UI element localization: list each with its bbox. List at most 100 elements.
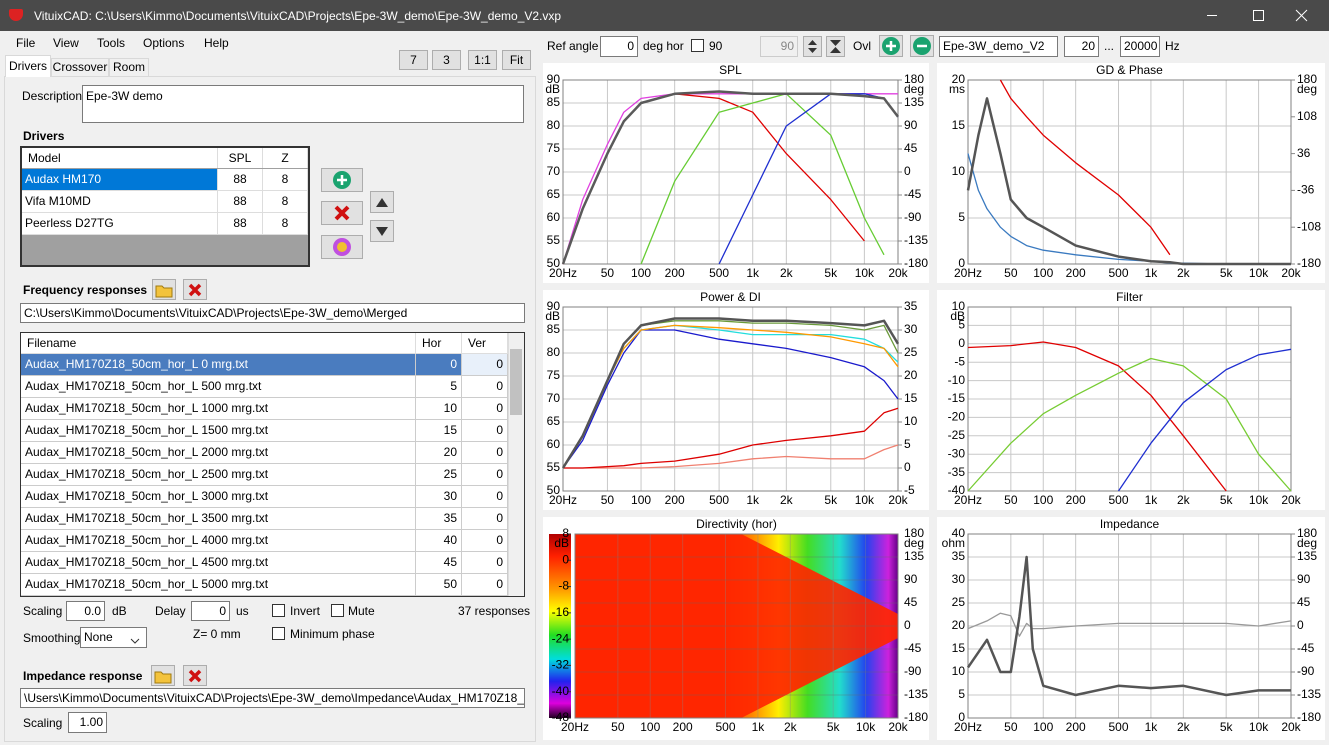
y-tick-label: -40 — [552, 684, 570, 698]
tab[interactable]: Drivers — [5, 55, 51, 77]
maximize-icon[interactable] — [1253, 10, 1264, 21]
menu-item[interactable]: Tools — [97, 36, 126, 50]
overlay-add-button[interactable] — [879, 35, 903, 57]
x-tick-label: 10k — [855, 266, 875, 280]
table-cell[interactable]: 0 — [462, 574, 508, 596]
delete-impedance-button[interactable] — [183, 665, 207, 686]
move-down-button[interactable] — [370, 220, 394, 242]
table-cell[interactable]: 45 — [416, 552, 462, 574]
open-impedance-button[interactable] — [151, 665, 175, 686]
project-input[interactable]: Epe-3W_demo_V2 — [939, 36, 1058, 57]
menu-item[interactable]: Options — [143, 36, 185, 50]
table-cell[interactable]: 15 — [416, 420, 462, 442]
y2-tick-label: -135 — [1297, 687, 1321, 701]
minimum-phase-checkbox[interactable] — [272, 627, 285, 640]
view-button[interactable]: Fit — [502, 50, 531, 70]
table-cell[interactable]: Audax_HM170Z18_50cm_hor_L 500 mrg.txt — [21, 376, 416, 398]
f-min-input[interactable]: 20 — [1064, 36, 1099, 57]
table-header: Ver — [462, 333, 508, 354]
table-cell[interactable]: Audax_HM170Z18_50cm_hor_L 1000 mrg.txt — [21, 398, 416, 420]
table-cell[interactable]: 8 — [263, 169, 308, 191]
y-unit-label: dB — [950, 309, 965, 323]
table-cell[interactable]: 88 — [218, 191, 263, 213]
menu-item[interactable]: View — [53, 36, 79, 50]
spl-max-checkbox[interactable] — [691, 39, 704, 52]
response-path[interactable]: C:\Users\Kimmo\Documents\VituixCAD\Proje… — [20, 303, 525, 323]
table-cell[interactable]: 8 — [263, 213, 308, 235]
table-cell[interactable]: Vifa M10MD — [22, 191, 218, 213]
glyph — [154, 671, 172, 684]
chart-title: Impedance — [1100, 517, 1160, 531]
table-cell[interactable]: Audax_HM170Z18_50cm_hor_L 4500 mrg.txt — [21, 552, 416, 574]
table-cell[interactable]: 40 — [416, 530, 462, 552]
chart-title: Power & DI — [700, 290, 761, 304]
add-driver-button[interactable] — [321, 168, 363, 192]
app-icon — [9, 9, 23, 21]
table-cell[interactable]: 0 — [462, 376, 508, 398]
tab[interactable]: Room — [109, 58, 149, 76]
table-cell[interactable]: 20 — [416, 442, 462, 464]
table-cell[interactable]: 0 — [416, 354, 462, 376]
move-up-button[interactable] — [370, 191, 394, 213]
table-cell[interactable]: 0 — [462, 354, 508, 376]
close-icon[interactable] — [1295, 9, 1308, 22]
ref-angle-label: Ref angle — [547, 39, 599, 53]
overlay-remove-button[interactable] — [910, 35, 934, 57]
impedance-path[interactable]: \Users\Kimmo\Documents\VituixCAD\Project… — [20, 688, 525, 708]
view-button[interactable]: 3 — [432, 50, 461, 70]
view-button[interactable]: 7 — [399, 50, 428, 70]
table-cell[interactable]: Audax_HM170Z18_50cm_hor_L 0 mrg.txt — [21, 354, 416, 376]
table-cell[interactable]: Audax_HM170Z18_50cm_hor_L 3000 mrg.txt — [21, 486, 416, 508]
table-cell[interactable]: 0 — [462, 464, 508, 486]
table-cell[interactable]: 30 — [416, 486, 462, 508]
x-tick-label: 1k — [1145, 493, 1159, 507]
table-cell[interactable]: Audax HM170 — [22, 169, 218, 191]
f-max-input[interactable]: 20000 — [1120, 36, 1160, 57]
table-cell[interactable]: 0 — [462, 442, 508, 464]
spin-button[interactable] — [803, 36, 822, 57]
table-cell[interactable]: 0 — [462, 486, 508, 508]
table-cell[interactable]: 0 — [462, 530, 508, 552]
menu-item[interactable]: Help — [204, 36, 229, 50]
table-cell[interactable]: Audax_HM170Z18_50cm_hor_L 3500 mrg.txt — [21, 508, 416, 530]
color-button[interactable] — [321, 235, 363, 259]
table-cell[interactable]: 0 — [462, 552, 508, 574]
impedance-scaling-input[interactable]: 1.00 — [68, 712, 107, 733]
smoothing-select[interactable]: None — [80, 627, 147, 648]
table-cell[interactable]: Audax_HM170Z18_50cm_hor_L 5000 mrg.txt — [21, 574, 416, 596]
invert-checkbox[interactable] — [272, 604, 285, 617]
delay-input[interactable]: 0 — [191, 601, 230, 621]
table-cell[interactable]: 0 — [462, 508, 508, 530]
table-cell[interactable]: Audax_HM170Z18_50cm_hor_L 1500 mrg.txt — [21, 420, 416, 442]
menu-item[interactable]: File — [16, 36, 36, 50]
tab[interactable]: Crossover — [51, 58, 109, 76]
table-cell[interactable]: 88 — [218, 169, 263, 191]
y2-tick-label: -45 — [1297, 641, 1315, 655]
table-cell[interactable]: 0 — [462, 398, 508, 420]
table-cell[interactable]: 35 — [416, 508, 462, 530]
table-cell[interactable]: Audax_HM170Z18_50cm_hor_L 4000 mrg.txt — [21, 530, 416, 552]
view-button[interactable]: 1:1 — [468, 50, 497, 70]
spl-max-input[interactable]: 90 — [760, 36, 798, 57]
scroll-thumb[interactable] — [510, 349, 522, 415]
delete-response-button[interactable] — [183, 279, 207, 300]
table-cell[interactable]: 0 — [462, 420, 508, 442]
table-cell[interactable]: Audax_HM170Z18_50cm_hor_L 2500 mrg.txt — [21, 464, 416, 486]
table-cell[interactable]: 8 — [263, 191, 308, 213]
mute-checkbox[interactable] — [331, 604, 344, 617]
table-cell[interactable]: Peerless D27TG — [22, 213, 218, 235]
scaling-input[interactable]: 0.0 — [66, 601, 105, 621]
delete-driver-button[interactable] — [321, 201, 363, 225]
y2-tick-label: -90 — [904, 210, 922, 224]
x-tick-label: 20k — [1281, 720, 1301, 734]
table-cell[interactable]: Audax_HM170Z18_50cm_hor_L 2000 mrg.txt — [21, 442, 416, 464]
table-cell[interactable]: 25 — [416, 464, 462, 486]
table-cell[interactable]: 5 — [416, 376, 462, 398]
table-cell[interactable]: 50 — [416, 574, 462, 596]
table-cell[interactable]: 88 — [218, 213, 263, 235]
table-cell[interactable]: 10 — [416, 398, 462, 420]
open-folder-button[interactable] — [152, 279, 176, 300]
description-input[interactable]: Epe-3W demo — [82, 85, 524, 123]
zoom-button[interactable] — [826, 36, 845, 57]
ref-angle-input[interactable]: 0 — [600, 36, 638, 57]
